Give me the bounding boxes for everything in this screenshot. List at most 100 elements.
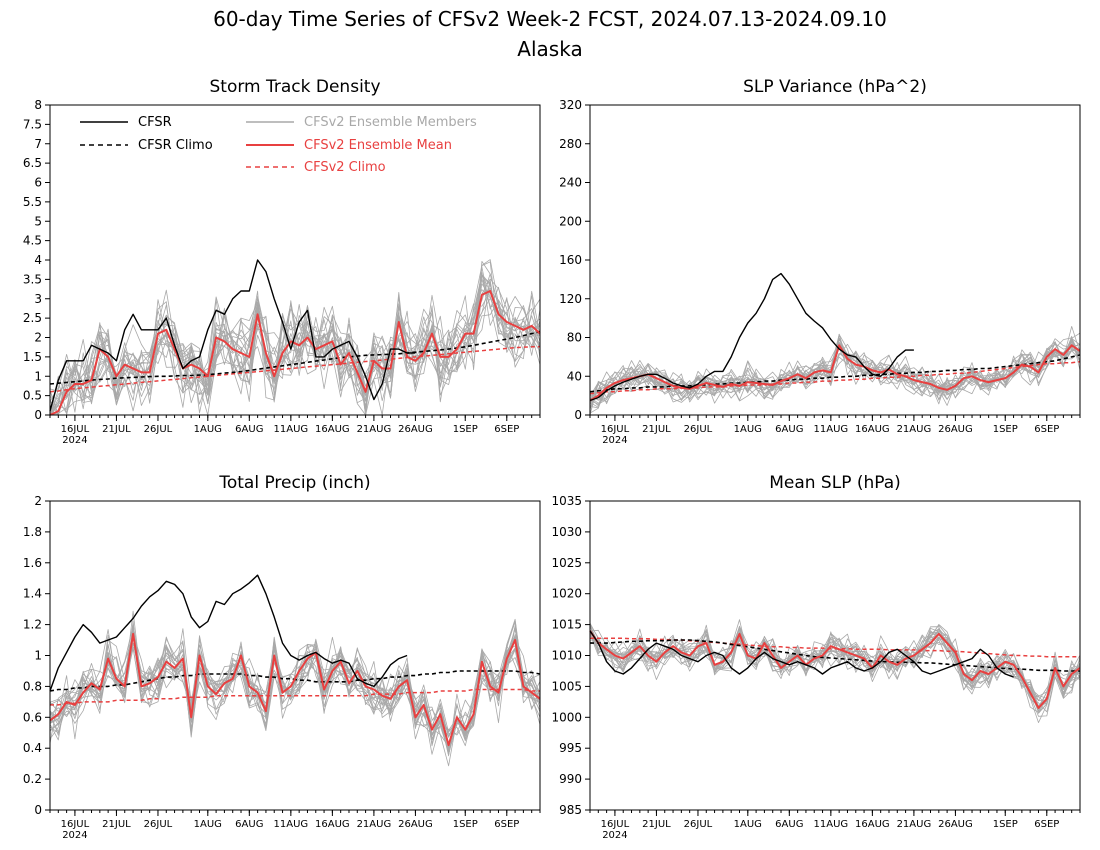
- y-tick-label: 0.8: [23, 679, 42, 693]
- panel-title: Storm Track Density: [209, 77, 380, 97]
- y-tick-label: 2.5: [23, 311, 42, 325]
- x-tick-label: 26AUG: [398, 819, 433, 830]
- x-tick-label: 21AUG: [897, 424, 932, 435]
- y-tick-label: 1.5: [23, 350, 42, 364]
- x-tick-label: 6AUG: [775, 424, 803, 435]
- panels: Storm Track Density 0 0.5 1 1.5 2 2.5 3 3.5 4 4.5 5…: [23, 77, 1081, 841]
- x-tick-label: 6AUG: [235, 819, 263, 830]
- x-tick-label: 6AUG: [775, 819, 803, 830]
- y-tick-label: 0: [34, 408, 42, 422]
- x-tick-label: 26AUG: [938, 819, 973, 830]
- cfsr-line: [49, 259, 416, 412]
- cfsr-line: [589, 272, 914, 402]
- cfsr-climo-line: [590, 639, 1080, 672]
- ensemble-member-line: [589, 628, 1081, 707]
- ensemble-member-line: [49, 273, 541, 416]
- cfsr-line: [589, 630, 1014, 678]
- panel-title: SLP Variance (hPa^2): [743, 77, 927, 97]
- cfsv2-climo-line: [49, 346, 540, 393]
- y-tick-label: 6.5: [23, 156, 42, 170]
- x-tick-label: 26AUG: [398, 424, 433, 435]
- plot-frame: [589, 104, 1081, 416]
- x-tick-label: 11AUG: [814, 424, 849, 435]
- panel-3: Total Precip (inch) 0 0.2 0.4 0.6 0.8 1 1.2 1.4 1…: [23, 473, 541, 841]
- ensemble-mean-line: [49, 632, 541, 747]
- x-tick-label: 11AUG: [274, 424, 309, 435]
- x-year-label: 2024: [62, 435, 87, 446]
- y-tick-label: 1: [34, 369, 42, 383]
- x-tick-label: 1AUG: [734, 819, 762, 830]
- legend-members-label: CFSv2 Ensemble Members: [304, 115, 477, 130]
- x-tick-label: 16AUG: [315, 819, 350, 830]
- x-tick-label: 16JUL: [61, 819, 90, 830]
- ensemble-member-line: [589, 624, 1081, 708]
- y-tick-label: 1: [34, 649, 42, 663]
- cfsr-line: [49, 574, 408, 692]
- panel-title: Total Precip (inch): [218, 473, 370, 493]
- y-tick-label: 240: [559, 176, 582, 190]
- y-tick-label: 8: [34, 98, 42, 112]
- y-tick-label: 5: [34, 214, 42, 228]
- y-tick-label: 0: [574, 408, 582, 422]
- ensemble-mean-line: [49, 290, 541, 416]
- y-tick-label: 1000: [551, 710, 582, 724]
- plot-frame: [49, 104, 541, 416]
- panel-1: Storm Track Density 0 0.5 1 1.5 2 2.5 3 3.5 4 4.5 5…: [23, 77, 541, 446]
- x-tick-label: 21JUL: [642, 424, 671, 435]
- x-tick-label: 1AUG: [194, 424, 222, 435]
- figure-title: 60-day Time Series of CFSv2 Week-2 FCST,…: [213, 7, 887, 31]
- y-tick-label: 1010: [551, 649, 582, 663]
- x-tick-label: 11AUG: [274, 819, 309, 830]
- x-tick-label: 1SEP: [993, 819, 1018, 830]
- y-tick-label: 1030: [551, 525, 582, 539]
- y-tick-label: 1015: [551, 618, 582, 632]
- y-tick-label: 6: [34, 176, 42, 190]
- x-tick-label: 6SEP: [1034, 819, 1059, 830]
- legend-mean-label: CFSv2 Ensemble Mean: [304, 138, 452, 153]
- legend-cfsr-label: CFSR: [138, 115, 172, 130]
- x-tick-label: 21JUL: [102, 819, 131, 830]
- x-tick-label: 21JUL: [642, 819, 671, 830]
- y-tick-label: 120: [559, 292, 582, 306]
- x-tick-label: 21AUG: [357, 424, 392, 435]
- x-tick-label: 21JUL: [102, 424, 131, 435]
- ensemble-member-line: [49, 274, 541, 416]
- x-tick-label: 16AUG: [855, 424, 890, 435]
- x-tick-label: 6SEP: [494, 424, 519, 435]
- cfsr-climo-line: [589, 354, 1081, 393]
- y-tick-label: 40: [567, 369, 582, 383]
- y-tick-label: 320: [559, 98, 582, 112]
- x-tick-label: 16AUG: [855, 819, 890, 830]
- x-year-label: 2024: [602, 435, 627, 446]
- y-tick-label: 200: [559, 214, 582, 228]
- y-tick-label: 985: [559, 803, 582, 817]
- ensemble-mean-line: [589, 630, 1081, 709]
- y-tick-label: 1020: [551, 587, 582, 601]
- y-tick-label: 0.5: [23, 389, 42, 403]
- y-tick-label: 1005: [551, 679, 582, 693]
- y-tick-label: 3: [34, 292, 42, 306]
- x-tick-label: 16JUL: [601, 819, 630, 830]
- y-tick-label: 0: [34, 803, 42, 817]
- x-tick-label: 26JUL: [144, 424, 173, 435]
- plot-frame: [589, 500, 1081, 811]
- x-tick-label: 21AUG: [897, 819, 932, 830]
- ensemble-member-line: [49, 296, 541, 416]
- y-tick-label: 1.8: [23, 525, 42, 539]
- ensemble-member-line: [49, 275, 541, 416]
- x-tick-label: 26JUL: [684, 424, 713, 435]
- y-tick-label: 995: [559, 741, 582, 755]
- ensemble-member-line: [589, 623, 1081, 709]
- y-tick-label: 1035: [551, 494, 582, 508]
- y-tick-label: 7: [34, 137, 42, 151]
- y-tick-label: 1.2: [23, 618, 42, 632]
- legend-cfsv2-climo-label: CFSv2 Climo: [304, 160, 386, 175]
- y-tick-label: 5.5: [23, 195, 42, 209]
- x-tick-label: 1AUG: [734, 424, 762, 435]
- ensemble-member-line: [49, 266, 541, 416]
- legend-cfsr-climo-label: CFSR Climo: [138, 138, 213, 153]
- y-tick-label: 1025: [551, 556, 582, 570]
- x-tick-label: 1AUG: [194, 819, 222, 830]
